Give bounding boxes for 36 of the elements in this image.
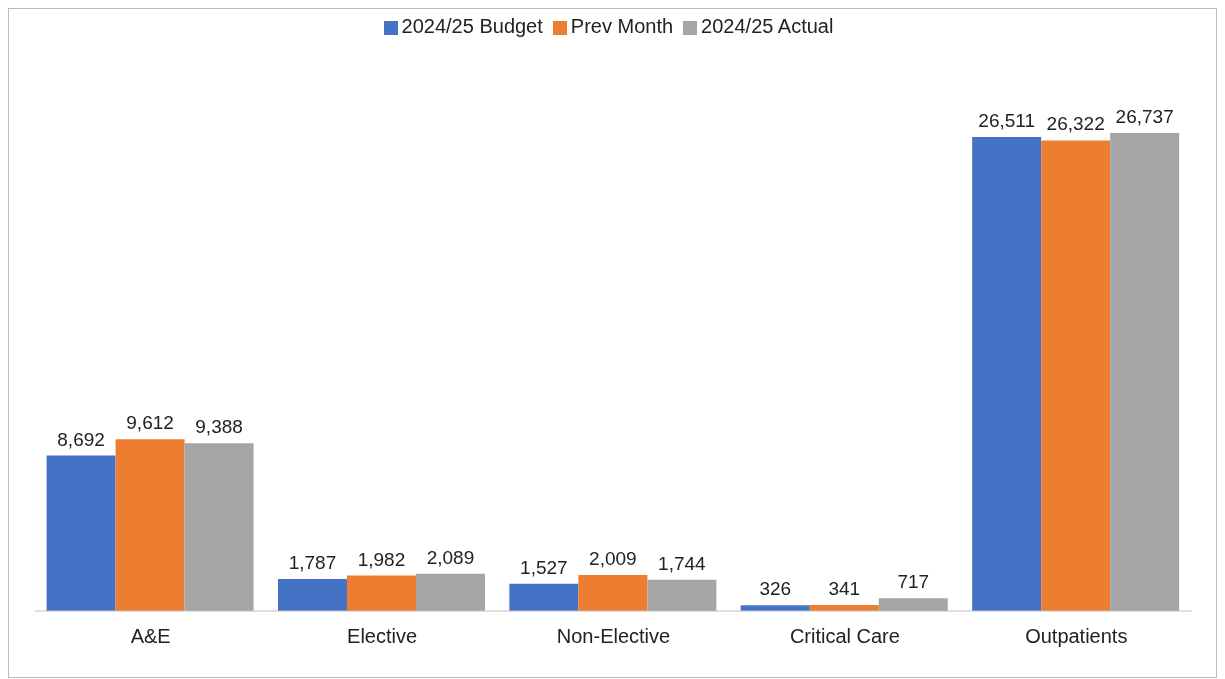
x-tick-label: Elective: [347, 625, 418, 648]
bar: [184, 443, 254, 611]
legend-label: 2024/25 Budget: [401, 15, 543, 37]
bar: [972, 137, 1042, 611]
data-label: 341: [828, 577, 861, 599]
data-label: 26,322: [1046, 113, 1105, 135]
data-label: 1,787: [288, 552, 337, 574]
data-label: 26,511: [978, 110, 1036, 132]
data-label: 1,982: [357, 548, 406, 570]
legend-label: Prev Month: [570, 15, 674, 37]
data-label: 2,009: [589, 548, 637, 570]
data-label: 1,527: [520, 556, 568, 578]
bar: [1041, 140, 1111, 611]
bar: [115, 439, 185, 611]
x-tick-label: Non-Elective: [556, 625, 671, 648]
bar: [647, 579, 717, 611]
bar: [578, 575, 648, 611]
bar: [277, 579, 347, 611]
data-label: 326: [759, 578, 792, 600]
bar: [415, 573, 485, 611]
data-label: 9,388: [195, 416, 243, 438]
bar: [509, 583, 579, 611]
data-label: 26,737: [1115, 106, 1174, 127]
data-label: 2,089: [426, 546, 475, 568]
bar: [46, 455, 116, 611]
legend-label: 2024/25 Actual: [701, 15, 834, 37]
data-label: 9,612: [126, 412, 174, 434]
bar: [346, 575, 416, 611]
bar: [1110, 133, 1180, 611]
x-tick-label: Outpatients: [1025, 625, 1128, 648]
x-tick-label: A&E: [130, 625, 171, 648]
bar: [878, 598, 948, 611]
x-tick-label: Critical Care: [789, 625, 900, 648]
data-label: 8,692: [57, 428, 105, 450]
data-label: 1,744: [658, 552, 707, 574]
data-label: 717: [897, 571, 930, 593]
